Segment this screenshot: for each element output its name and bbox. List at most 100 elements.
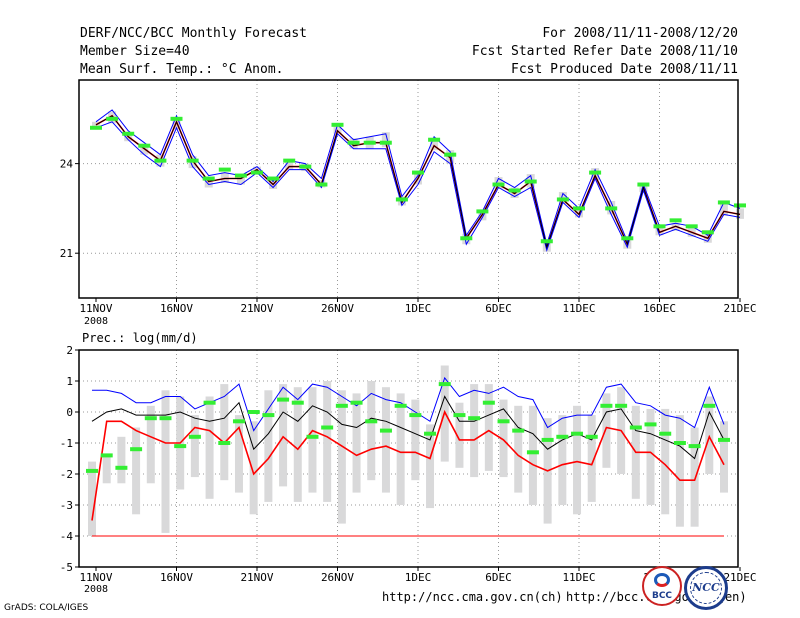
prec-ensemble-box: [132, 427, 141, 515]
prec-observed-mark: [718, 437, 730, 442]
temp-observed-mark: [218, 167, 231, 172]
prec-xtick-label: 16NOV: [160, 571, 193, 584]
temp-observed-mark: [524, 179, 537, 184]
bcc-logo-text: BCC: [651, 591, 673, 601]
prec-observed-mark: [291, 400, 304, 405]
temp-observed-mark: [637, 182, 650, 187]
prec-frame: [78, 349, 739, 568]
temp-xtick-label: 16DEC: [643, 302, 676, 315]
temp-observed-mark: [685, 224, 698, 229]
prec-mean-line: [91, 395, 725, 460]
temp-observed-mark: [331, 122, 344, 127]
bcc-logo: BCC: [642, 566, 682, 606]
prec-ensemble-box: [690, 427, 699, 527]
temp-observed-mark: [395, 197, 408, 202]
prec-observed-mark: [130, 447, 143, 452]
prec-ensemble-box: [455, 402, 464, 468]
prec-observed-mark: [703, 403, 716, 408]
prec-xtick-label: 1DEC: [405, 571, 432, 584]
temp-observed-mark: [734, 203, 746, 208]
temp-xtick-label: 1DEC: [405, 302, 432, 315]
prec-observed-mark: [174, 444, 187, 449]
temp-observed-mark: [299, 164, 312, 169]
prec-ensemble-box: [146, 405, 155, 484]
footer-url-cn[interactable]: http://ncc.cma.gov.cn(ch): [382, 590, 563, 604]
prec-ensemble-box: [308, 387, 317, 493]
prec-observed-mark: [409, 413, 422, 418]
prec-xtick-label: 11DEC: [562, 571, 595, 584]
prec-observed-mark: [86, 468, 98, 473]
prec-ensemble-box: [573, 405, 582, 515]
temp-observed-mark: [202, 176, 215, 181]
prec-ytick-label: -4: [60, 530, 74, 543]
prec-ensemble-box: [205, 396, 214, 499]
temp-observed-mark: [315, 182, 328, 187]
prec-year-label: 2008: [84, 584, 108, 595]
prec-observed-mark: [144, 416, 157, 421]
temp-observed-mark: [508, 188, 521, 193]
temp-ensemble-box: [333, 124, 342, 134]
temp-observed-mark: [122, 131, 135, 136]
prec-ensemble-box: [720, 421, 728, 493]
prec-ensemble-box: [381, 387, 390, 493]
prec-observed-mark: [526, 450, 539, 455]
prec-observed-mark: [262, 413, 275, 418]
prec-observed-mark: [497, 419, 510, 424]
prec-xtick-label: 21DEC: [723, 571, 756, 584]
prec-observed-mark: [688, 444, 701, 449]
temp-ensemble-box: [381, 132, 390, 148]
prec-ensemble-box: [528, 405, 537, 505]
temp-observed-mark: [106, 116, 119, 121]
prec-observed-mark: [659, 431, 672, 436]
prec-observed-mark: [188, 434, 201, 439]
temp-observed-mark: [573, 206, 585, 211]
prec-observed-mark: [673, 441, 686, 445]
temp-observed-mark: [556, 197, 569, 202]
prec-observed-mark: [115, 465, 128, 470]
temp-observed-mark: [170, 116, 183, 121]
chart-title: DERF/NCC/BCC Monthly Forecast: [80, 26, 307, 41]
temp-observed-mark: [186, 158, 199, 163]
temp-ensemble-box: [285, 160, 294, 170]
temperature-variable-label: Mean Surf. Temp.: °C Anom.: [80, 62, 284, 77]
prec-ensemble-box: [220, 384, 229, 481]
prec-observed-mark: [482, 400, 495, 405]
prec-observed-mark: [365, 419, 378, 424]
ncc-logo-text: NCC: [692, 581, 720, 594]
prec-ensemble-box: [514, 405, 523, 493]
temp-observed-mark: [154, 158, 167, 163]
temp-observed-mark: [444, 152, 457, 157]
prec-ensemble-box: [499, 399, 508, 478]
prec-ensemble-box: [117, 436, 126, 484]
prec-observed-mark: [232, 419, 245, 424]
prec-ytick-label: -5: [60, 561, 73, 574]
prec-observed-mark: [585, 434, 598, 439]
prec-observed-mark: [159, 416, 172, 421]
prec-ensemble-box: [102, 455, 111, 484]
temp-xtick-label: 11NOV: [79, 302, 112, 315]
prec-ensemble-box: [587, 415, 596, 502]
prec-observed-mark: [350, 400, 363, 405]
prec-observed-mark: [218, 441, 231, 445]
ncc-globe-icon: [690, 572, 722, 604]
refer-date: Fcst Started Refer Date 2008/11/10: [471, 44, 738, 59]
prec-xtick-label: 6DEC: [485, 571, 512, 584]
temp-observed-mark: [653, 224, 666, 229]
prec-observed-mark: [438, 382, 451, 387]
prec-ensemble-box: [234, 415, 243, 493]
prec-observed-mark: [321, 425, 334, 430]
prec-observed-mark: [247, 410, 260, 414]
prec-max-line: [92, 376, 725, 432]
grads-credit: GrADS: COLA/IGES: [4, 603, 89, 613]
prec-ytick-label: -2: [60, 468, 73, 481]
temp-observed-mark: [90, 125, 102, 130]
prec-ensemble-box: [602, 393, 611, 468]
bcc-swirl-icon: [654, 573, 670, 587]
prec-observed-mark: [306, 434, 319, 439]
temp-year-label: 2008: [84, 316, 108, 327]
prec-ensemble-box: [161, 390, 170, 533]
prec-ensemble-box: [661, 408, 670, 515]
temp-observed-mark: [428, 137, 441, 142]
temp-observed-mark: [347, 140, 360, 145]
temp-observed-mark: [138, 143, 151, 148]
